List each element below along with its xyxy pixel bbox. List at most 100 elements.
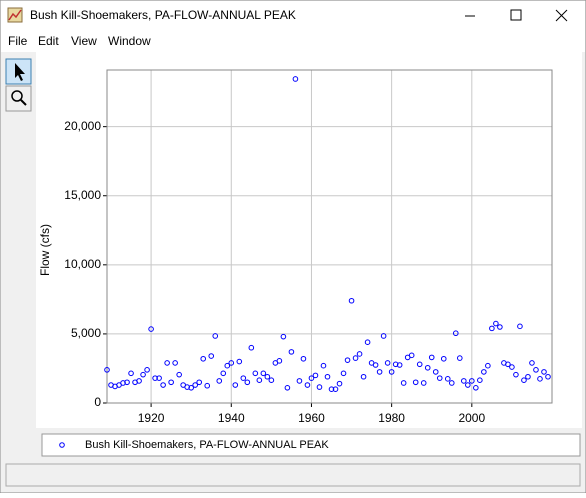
point (160, 382, 166, 388)
zoom-icon-handle (20, 99, 27, 106)
point (284, 385, 291, 391)
point (176, 371, 182, 378)
point (493, 320, 499, 327)
menu-item[interactable]: File (8, 34, 28, 48)
point (136, 378, 142, 384)
y-tick-label: 15,000 (64, 188, 101, 202)
point (420, 380, 427, 386)
x-tick-label: 1980 (378, 411, 405, 425)
point (300, 355, 307, 362)
point (424, 364, 431, 371)
point (288, 349, 295, 355)
point (380, 333, 387, 339)
window-title: Bush Kill-Shoemakers, PA-FLOW-ANNUAL PEA… (30, 8, 296, 22)
point (152, 375, 158, 381)
point (144, 367, 150, 373)
point (304, 382, 311, 388)
point (513, 371, 519, 378)
point (192, 382, 198, 388)
point (332, 386, 339, 392)
point (428, 354, 435, 361)
point (208, 353, 215, 359)
point (469, 378, 475, 384)
app-icon-line (8, 9, 22, 21)
point (104, 367, 110, 373)
point (384, 360, 391, 366)
y-tick-label: 20,000 (64, 119, 101, 133)
y-tick-label: 10,000 (64, 257, 101, 271)
x-tick-label: 1960 (298, 411, 325, 425)
point (452, 330, 459, 337)
point (360, 373, 367, 380)
point (521, 377, 527, 384)
point (140, 371, 146, 378)
point (400, 380, 407, 386)
point (388, 369, 395, 375)
point (120, 380, 126, 386)
point (529, 360, 535, 366)
point (216, 378, 223, 384)
point (376, 369, 383, 375)
point (364, 339, 371, 346)
y-tick-label: 5,000 (71, 326, 101, 340)
point (432, 369, 439, 375)
point (256, 377, 263, 384)
point (308, 375, 315, 381)
point (485, 362, 491, 369)
menu-item[interactable]: View (71, 34, 97, 48)
plot-area (106, 69, 553, 404)
point (456, 355, 463, 361)
point (148, 326, 154, 332)
title-bar (1, 1, 585, 30)
point (477, 377, 483, 384)
y-tick-label: 0 (94, 395, 101, 409)
zoom-icon (11, 90, 23, 102)
point (320, 362, 327, 369)
status-bar (5, 463, 581, 487)
point (292, 76, 299, 82)
point (188, 385, 194, 391)
point (481, 369, 487, 375)
menu-bar (1, 30, 585, 52)
point (336, 380, 343, 387)
point (440, 355, 447, 362)
pointer-icon (15, 63, 25, 81)
point (436, 375, 443, 381)
point (392, 361, 399, 368)
point (296, 378, 303, 384)
point (372, 362, 379, 368)
menu-item[interactable]: Window (108, 34, 151, 48)
point (224, 362, 231, 369)
point (328, 386, 335, 392)
point (252, 370, 259, 377)
point (324, 373, 331, 380)
point (505, 361, 511, 368)
menu-item[interactable]: Edit (38, 34, 59, 48)
point (196, 379, 203, 386)
point (348, 297, 355, 304)
zoom-tool[interactable] (5, 85, 32, 112)
plot-border (106, 69, 553, 404)
point (497, 324, 503, 330)
point (204, 382, 211, 389)
point (340, 370, 347, 377)
x-tick-label: 2000 (458, 411, 485, 425)
point (412, 379, 419, 386)
point (244, 379, 251, 386)
point (220, 370, 227, 377)
point (316, 384, 323, 390)
point (537, 376, 543, 382)
point (473, 385, 479, 391)
point (408, 352, 415, 359)
point (276, 358, 283, 364)
point (200, 355, 207, 362)
point (156, 375, 162, 381)
maximize-button[interactable] (510, 9, 522, 21)
point (312, 372, 319, 379)
close-button[interactable] (555, 9, 568, 22)
legend-marker (59, 442, 65, 448)
point (124, 379, 130, 386)
point (356, 351, 363, 357)
x-tick-label: 1920 (138, 411, 165, 425)
